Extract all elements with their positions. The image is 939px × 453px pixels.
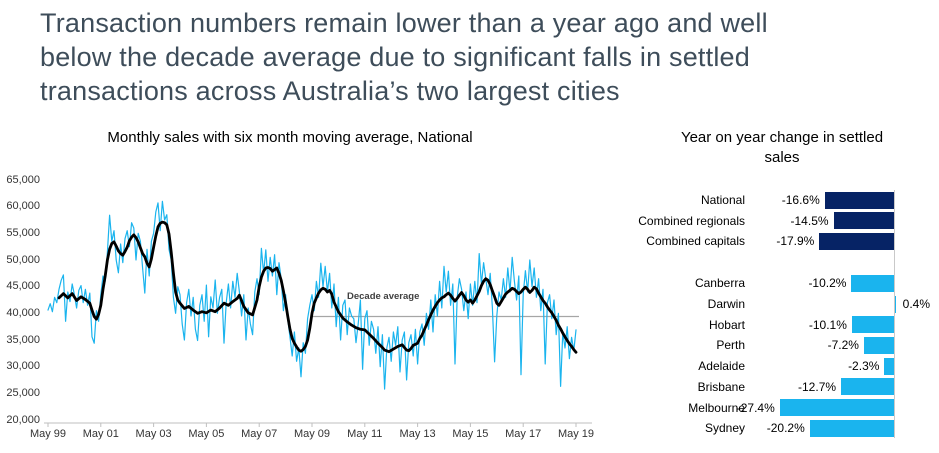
x-tick-label: May 05 [188, 428, 225, 440]
headline-line-2: below the decade average due to signific… [40, 42, 750, 72]
bar-brisbane [841, 378, 894, 396]
bar-category-label: Combined regionals [638, 213, 745, 228]
y-tick-label: 40,000 [6, 306, 40, 319]
bar-category-label: Melbourne [688, 400, 745, 415]
bar-adelaide [884, 357, 894, 375]
headline-line-3: transactions across Australia’s two larg… [40, 76, 620, 106]
y-tick-label: 65,000 [6, 173, 40, 186]
bar-canberra [851, 274, 894, 292]
bar-melbourne [779, 399, 894, 416]
x-tick-label: May 01 [82, 428, 119, 440]
y-tick-label: 50,000 [6, 253, 40, 266]
bar-sydney [809, 419, 894, 437]
bar-value-label: -20.2% [766, 421, 805, 436]
x-tick-label: May 09 [293, 428, 331, 440]
bar-category-label: Darwin [707, 297, 745, 311]
bar-value-label: -16.6% [781, 193, 820, 207]
bar-value-label: 0.4% [902, 297, 931, 311]
bar-combined-capitals [819, 232, 894, 250]
bar-category-label: Sydney [704, 421, 745, 436]
bar-category-label: Canberra [694, 276, 745, 291]
bar-value-label: -17.9% [776, 234, 815, 249]
x-tick-label: May 19 [557, 428, 595, 440]
bar-perth [863, 336, 894, 354]
bar-chart-baseline [894, 190, 895, 438]
y-tick-label: 35,000 [6, 333, 40, 346]
bar-value-label: -14.5% [790, 213, 829, 228]
line-chart-title: Monthly sales with six month moving aver… [107, 129, 473, 146]
bar-value-label: -7.2% [827, 338, 859, 353]
bar-value-label: -10.2% [808, 276, 847, 291]
y-tick-label: 45,000 [6, 280, 40, 293]
y-tick-label: 55,000 [6, 226, 40, 239]
monthly-sales-line [47, 200, 577, 390]
bar-value-label: -2.3% [848, 359, 880, 374]
x-tick-label: May 13 [399, 428, 436, 440]
bar-national [824, 191, 894, 209]
y-tick-label: 20,000 [6, 413, 40, 426]
x-tick-label: May 11 [347, 428, 383, 440]
headline-line-1: Transaction numbers remain lower than a … [40, 8, 768, 38]
y-tick-label: 30,000 [6, 360, 40, 373]
x-tick-label: May 07 [241, 428, 278, 440]
moving-average-line [57, 220, 578, 354]
x-tick-label: May 99 [29, 428, 67, 440]
bar-combined-regionals [833, 212, 894, 230]
bar-category-label: National [700, 193, 745, 207]
bar-value-label: -12.7% [798, 379, 837, 394]
decade-average-annotation: Decade average [347, 291, 420, 302]
y-tick-label: 25,000 [6, 386, 40, 399]
bar-category-label: Adelaide [698, 359, 745, 374]
slide-headline: Transaction numbers remain lower than a … [40, 6, 920, 108]
x-tick-label: May 15 [452, 428, 489, 440]
bar-hobart [851, 316, 894, 334]
bar-category-label: Combined capitals [646, 234, 745, 249]
bar-category-label: Perth [716, 338, 745, 353]
x-tick-label: May 17 [505, 428, 542, 440]
bar-chart-title: Year on year change in settled sales [680, 129, 884, 166]
bar-value-label: -10.1% [808, 317, 847, 332]
x-tick-label: May 03 [135, 428, 172, 440]
bar-category-label: Brisbane [697, 379, 745, 394]
bar-category-label: Hobart [708, 317, 745, 332]
bar-value-label: -27.4% [736, 400, 775, 415]
y-tick-label: 60,000 [6, 200, 40, 213]
